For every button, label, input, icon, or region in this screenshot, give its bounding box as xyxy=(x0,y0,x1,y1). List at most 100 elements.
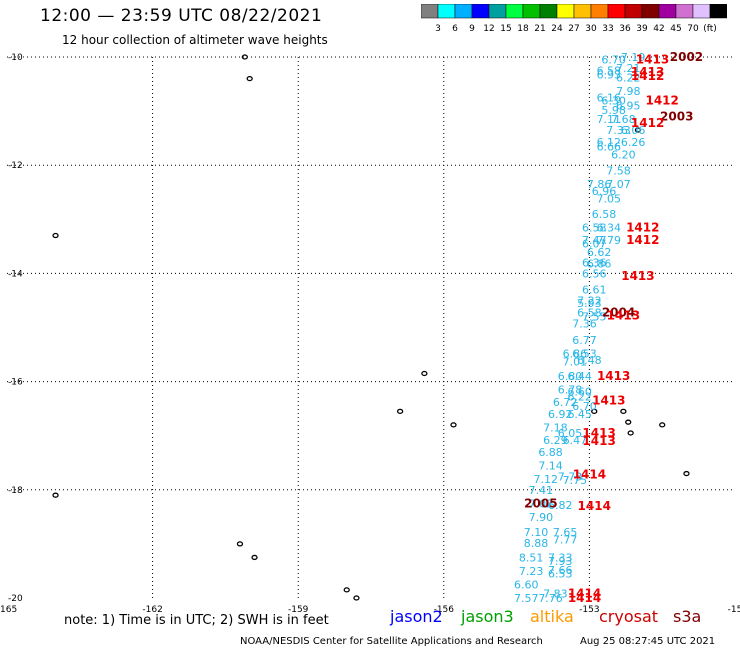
swh-label: 6.53 xyxy=(548,568,573,581)
swh-label: 7.55 xyxy=(582,311,607,324)
scale-label: 12 xyxy=(483,24,494,34)
time-label: 1413 xyxy=(582,434,615,448)
swh-label: 6.06 xyxy=(621,124,646,137)
island-outline xyxy=(236,541,244,547)
swh-label: 6.61 xyxy=(582,284,607,297)
x-tick-label: -162 xyxy=(142,605,162,615)
swh-label: 6.86 xyxy=(587,258,612,271)
scale-label: 9 xyxy=(469,24,475,34)
swh-label: 7.19 xyxy=(621,51,646,64)
satellite-s3a: s3a xyxy=(673,607,702,626)
swh-label: 6.26 xyxy=(621,136,646,149)
scale-label: 45 xyxy=(670,24,681,34)
swh-label: 6.66 xyxy=(597,140,622,153)
island-outline xyxy=(421,370,428,377)
swh-label: 6.62 xyxy=(587,246,612,259)
swh-label: 7.05 xyxy=(597,193,622,206)
swh-label: 6.58 xyxy=(597,65,622,78)
swh-label: 6.88 xyxy=(538,446,563,459)
swh-label: 6.56 xyxy=(582,267,607,280)
swh-label: 7.33 xyxy=(606,124,631,137)
swh-label: 7.79 xyxy=(597,234,622,247)
swh-label: 6.70 xyxy=(572,400,597,413)
time-label: 1413 xyxy=(631,65,664,79)
scale-label: 36 xyxy=(619,24,631,34)
time-label: 1414 xyxy=(568,591,601,605)
swh-label: 7.18 xyxy=(543,422,568,435)
scale-label: 6 xyxy=(452,24,458,34)
swh-label: 6.20 xyxy=(611,148,636,161)
island-outline xyxy=(625,419,632,425)
swh-label: 6.58 xyxy=(577,306,602,319)
scale-label: 33 xyxy=(602,24,613,34)
island-outline xyxy=(343,587,350,593)
swh-label: 6.53 xyxy=(572,347,597,360)
swh-label: 7.47 xyxy=(582,234,607,247)
swh-label: 6.86 xyxy=(563,347,588,360)
satellite-altika: altika xyxy=(530,607,574,626)
swh-label: 7.65 xyxy=(553,526,578,539)
swh-label: 7.07 xyxy=(606,178,631,191)
island-outline xyxy=(52,232,59,239)
scale-label: 42 xyxy=(653,24,664,34)
x-tick-label: -159 xyxy=(288,605,309,615)
swh-label: 7.36 xyxy=(572,318,597,331)
color-scale-legend: 3 6 9 12 15 18 21 24 27 30 33 36 39 42 45 70 (ft) xyxy=(421,4,727,34)
island-outline xyxy=(246,75,253,82)
time-label: 1412 xyxy=(645,93,678,107)
swh-label: 6.96 xyxy=(592,185,617,198)
x-tick-label: -15 xyxy=(728,605,740,615)
swh-label: 7.86 xyxy=(587,178,612,191)
swh-label: 6.48 xyxy=(577,354,602,367)
swh-label: 8.88 xyxy=(524,537,549,550)
swh-label: 6.07 xyxy=(582,238,607,251)
y-tick-label: -12 xyxy=(8,161,23,171)
swh-label: 7.77 xyxy=(553,534,578,547)
swh-label: 7.75 xyxy=(563,474,588,487)
swh-label: 5.98 xyxy=(601,104,626,117)
swh-label: 6.22 xyxy=(567,391,592,404)
swh-label: 7.98 xyxy=(616,85,641,98)
swh-label: 6.44 xyxy=(567,370,592,383)
scale-label: 30 xyxy=(585,24,597,34)
swh-label: 6.80 xyxy=(558,370,583,383)
swh-label: 7.21 xyxy=(616,62,641,75)
x-tick-label: -153 xyxy=(579,605,599,615)
swh-label: 6.05 xyxy=(558,427,583,440)
chart-subtitle: 12 hour collection of altimeter wave hei… xyxy=(62,33,328,47)
scale-unit: (ft) xyxy=(703,24,717,34)
swh-label: 7.14 xyxy=(538,459,563,472)
swh-label: 7.57 xyxy=(514,592,539,605)
island-outline xyxy=(450,422,457,428)
time-label: 1413 xyxy=(607,309,640,323)
y-tick-label: -18 xyxy=(8,486,23,496)
swh-label: 6.58 xyxy=(592,208,617,221)
swh-label: 6.60 xyxy=(567,385,592,398)
island-outline xyxy=(241,54,248,60)
swh-label: 6.93 xyxy=(597,68,622,81)
island-outline xyxy=(396,408,404,415)
time-label: 1414 xyxy=(578,499,611,513)
swh-label: 7.11 xyxy=(597,113,622,126)
time-label: 1412 xyxy=(631,116,664,130)
y-tick-label: -16 xyxy=(8,378,23,388)
time-label: 1412 xyxy=(626,233,659,247)
island-outline xyxy=(683,470,690,477)
island-outline xyxy=(659,422,666,428)
swh-label: 6.45 xyxy=(567,408,592,421)
island-outline xyxy=(251,554,258,561)
time-label: 1414 xyxy=(573,468,606,482)
swh-label: 6.95 xyxy=(616,100,641,113)
time-label: 1413 xyxy=(636,53,669,67)
swh-label: 7.83 xyxy=(543,588,568,601)
satellite-jason2: jason2 xyxy=(390,607,443,626)
swh-label: 6.77 xyxy=(572,334,597,347)
swh-label: 5.93 xyxy=(577,297,602,310)
swh-label: 6.72 xyxy=(553,396,578,409)
time-label: 1413 xyxy=(582,426,615,440)
swh-label: 6.16 xyxy=(597,92,622,105)
y-tick-label: -20 xyxy=(8,594,23,604)
y-tick-label: -10 xyxy=(8,53,23,63)
footer-note: note: 1) Time is in UTC; 2) SWH is in fe… xyxy=(64,613,329,628)
time-label: 1412 xyxy=(626,220,659,234)
